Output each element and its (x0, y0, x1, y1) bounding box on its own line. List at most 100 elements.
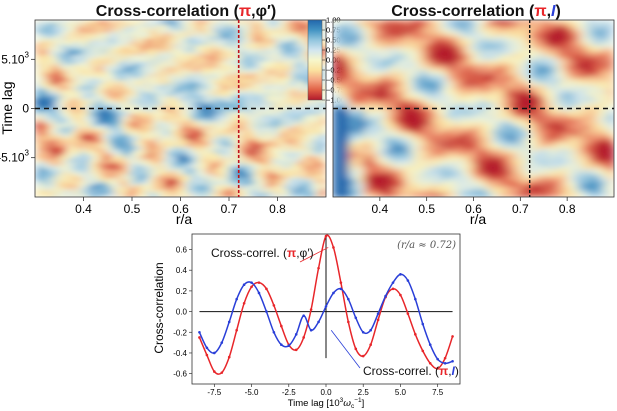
heatmap-cell (267, 70, 272, 75)
heatmap-cell (70, 130, 75, 135)
heatmap-cell (212, 64, 217, 69)
heatmap-cell (106, 32, 110, 37)
heatmap-cell (60, 89, 65, 94)
heatmap-cell (154, 73, 159, 78)
heatmap-cell (235, 61, 240, 65)
heatmap-cell (229, 67, 233, 72)
heatmap-cell (64, 105, 68, 110)
heatmap-cell (300, 20, 304, 24)
heatmap-cell (99, 159, 104, 163)
heatmap-cell (287, 20, 292, 24)
heatmap-cell (267, 86, 272, 91)
heatmap-cell (235, 32, 240, 37)
heatmap-cell (119, 136, 123, 141)
heatmap-cell (128, 80, 133, 84)
heatmap-cell (161, 80, 165, 84)
heatmap-cell (216, 80, 220, 84)
heatmap-cell (186, 117, 191, 122)
heatmap-cell (109, 155, 114, 160)
heatmap-cell (238, 136, 243, 141)
heatmap-cell (102, 140, 107, 144)
heatmap-cell (35, 35, 39, 40)
heatmap-cell (193, 48, 198, 53)
heatmap-cell (112, 146, 117, 151)
heatmap-cell (86, 117, 91, 122)
heatmap-cell (267, 67, 272, 72)
heatmap-cell (54, 111, 59, 116)
heatmap-cell (86, 95, 91, 100)
heatmap-cell (125, 42, 130, 46)
heatmap-cell (280, 92, 285, 97)
heatmap-cell (154, 152, 159, 157)
heatmap-cell (261, 99, 266, 103)
heatmap-cell (109, 187, 114, 192)
heatmap-cell (264, 108, 269, 113)
heatmap-cell (277, 121, 282, 125)
heatmap-cell (300, 168, 304, 173)
heatmap-cell (164, 111, 169, 116)
heatmap-cell (232, 149, 237, 154)
heatmap-cell (271, 190, 275, 195)
heatmap-cell (306, 136, 311, 141)
heatmap-cell (180, 54, 185, 59)
heatmap-cell (261, 67, 266, 72)
heatmap-cell (102, 108, 107, 113)
heatmap-cell (190, 162, 195, 166)
heatmap-cell (251, 51, 256, 56)
heatmap-cell (122, 111, 127, 116)
heatmap-cell (157, 184, 162, 189)
heatmap-cell (229, 64, 233, 69)
heatmap-cell (138, 45, 143, 50)
heatmap-cell (93, 64, 98, 69)
heatmap-cell (212, 26, 217, 31)
heatmap-cell (264, 111, 269, 116)
heatmap-cell (254, 80, 259, 84)
heatmap-cell (106, 29, 110, 34)
heatmap-cell (203, 48, 207, 53)
heatmap-cell (60, 168, 65, 173)
heatmap-cell (93, 159, 98, 163)
heatmap-cell (38, 181, 43, 185)
heatmap-cell (135, 171, 140, 176)
heatmap-cell (235, 165, 240, 170)
heatmap-cell (41, 38, 46, 43)
heatmap-cell (167, 35, 172, 40)
heatmap-cell (35, 114, 39, 119)
heatmap-cell (64, 187, 68, 192)
heatmap-cell (60, 73, 65, 78)
heatmap-cell (235, 73, 240, 78)
heatmap-cell (77, 29, 81, 34)
heatmap-cell (293, 146, 298, 151)
heatmap-cell (296, 108, 301, 113)
heatmap-cell (193, 178, 198, 182)
heatmap-cell (161, 23, 165, 27)
heatmap-cell (174, 35, 178, 40)
heatmap-cell (138, 26, 143, 31)
heatmap-cell (154, 155, 159, 160)
heatmap-cell (138, 73, 143, 78)
heatmap-cell (222, 149, 227, 154)
heatmap-cell (86, 165, 91, 170)
heatmap-cell (219, 193, 224, 197)
heatmap-cell (229, 178, 233, 182)
heatmap-cell (248, 45, 253, 50)
heatmap-cell (135, 48, 140, 53)
heatmap-cell (212, 29, 217, 34)
heatmap-cell (89, 54, 94, 59)
heatmap-cell (177, 102, 182, 106)
heatmap-cell (57, 178, 62, 182)
heatmap-cell (73, 86, 78, 91)
heatmap-cell (154, 168, 159, 173)
heatmap-cell (102, 155, 107, 160)
heatmap-cell (132, 155, 136, 160)
heatmap-cell (102, 184, 107, 189)
heatmap-cell (35, 23, 39, 27)
heatmap-cell (232, 45, 237, 50)
heatmap-cell (287, 146, 292, 151)
heatmap-cell (170, 117, 175, 122)
heatmap-cell (300, 117, 304, 122)
heatmap-cell (219, 32, 224, 37)
heatmap-cell (51, 178, 55, 182)
heatmap-cell (251, 42, 256, 46)
heatmap-cell (251, 73, 256, 78)
